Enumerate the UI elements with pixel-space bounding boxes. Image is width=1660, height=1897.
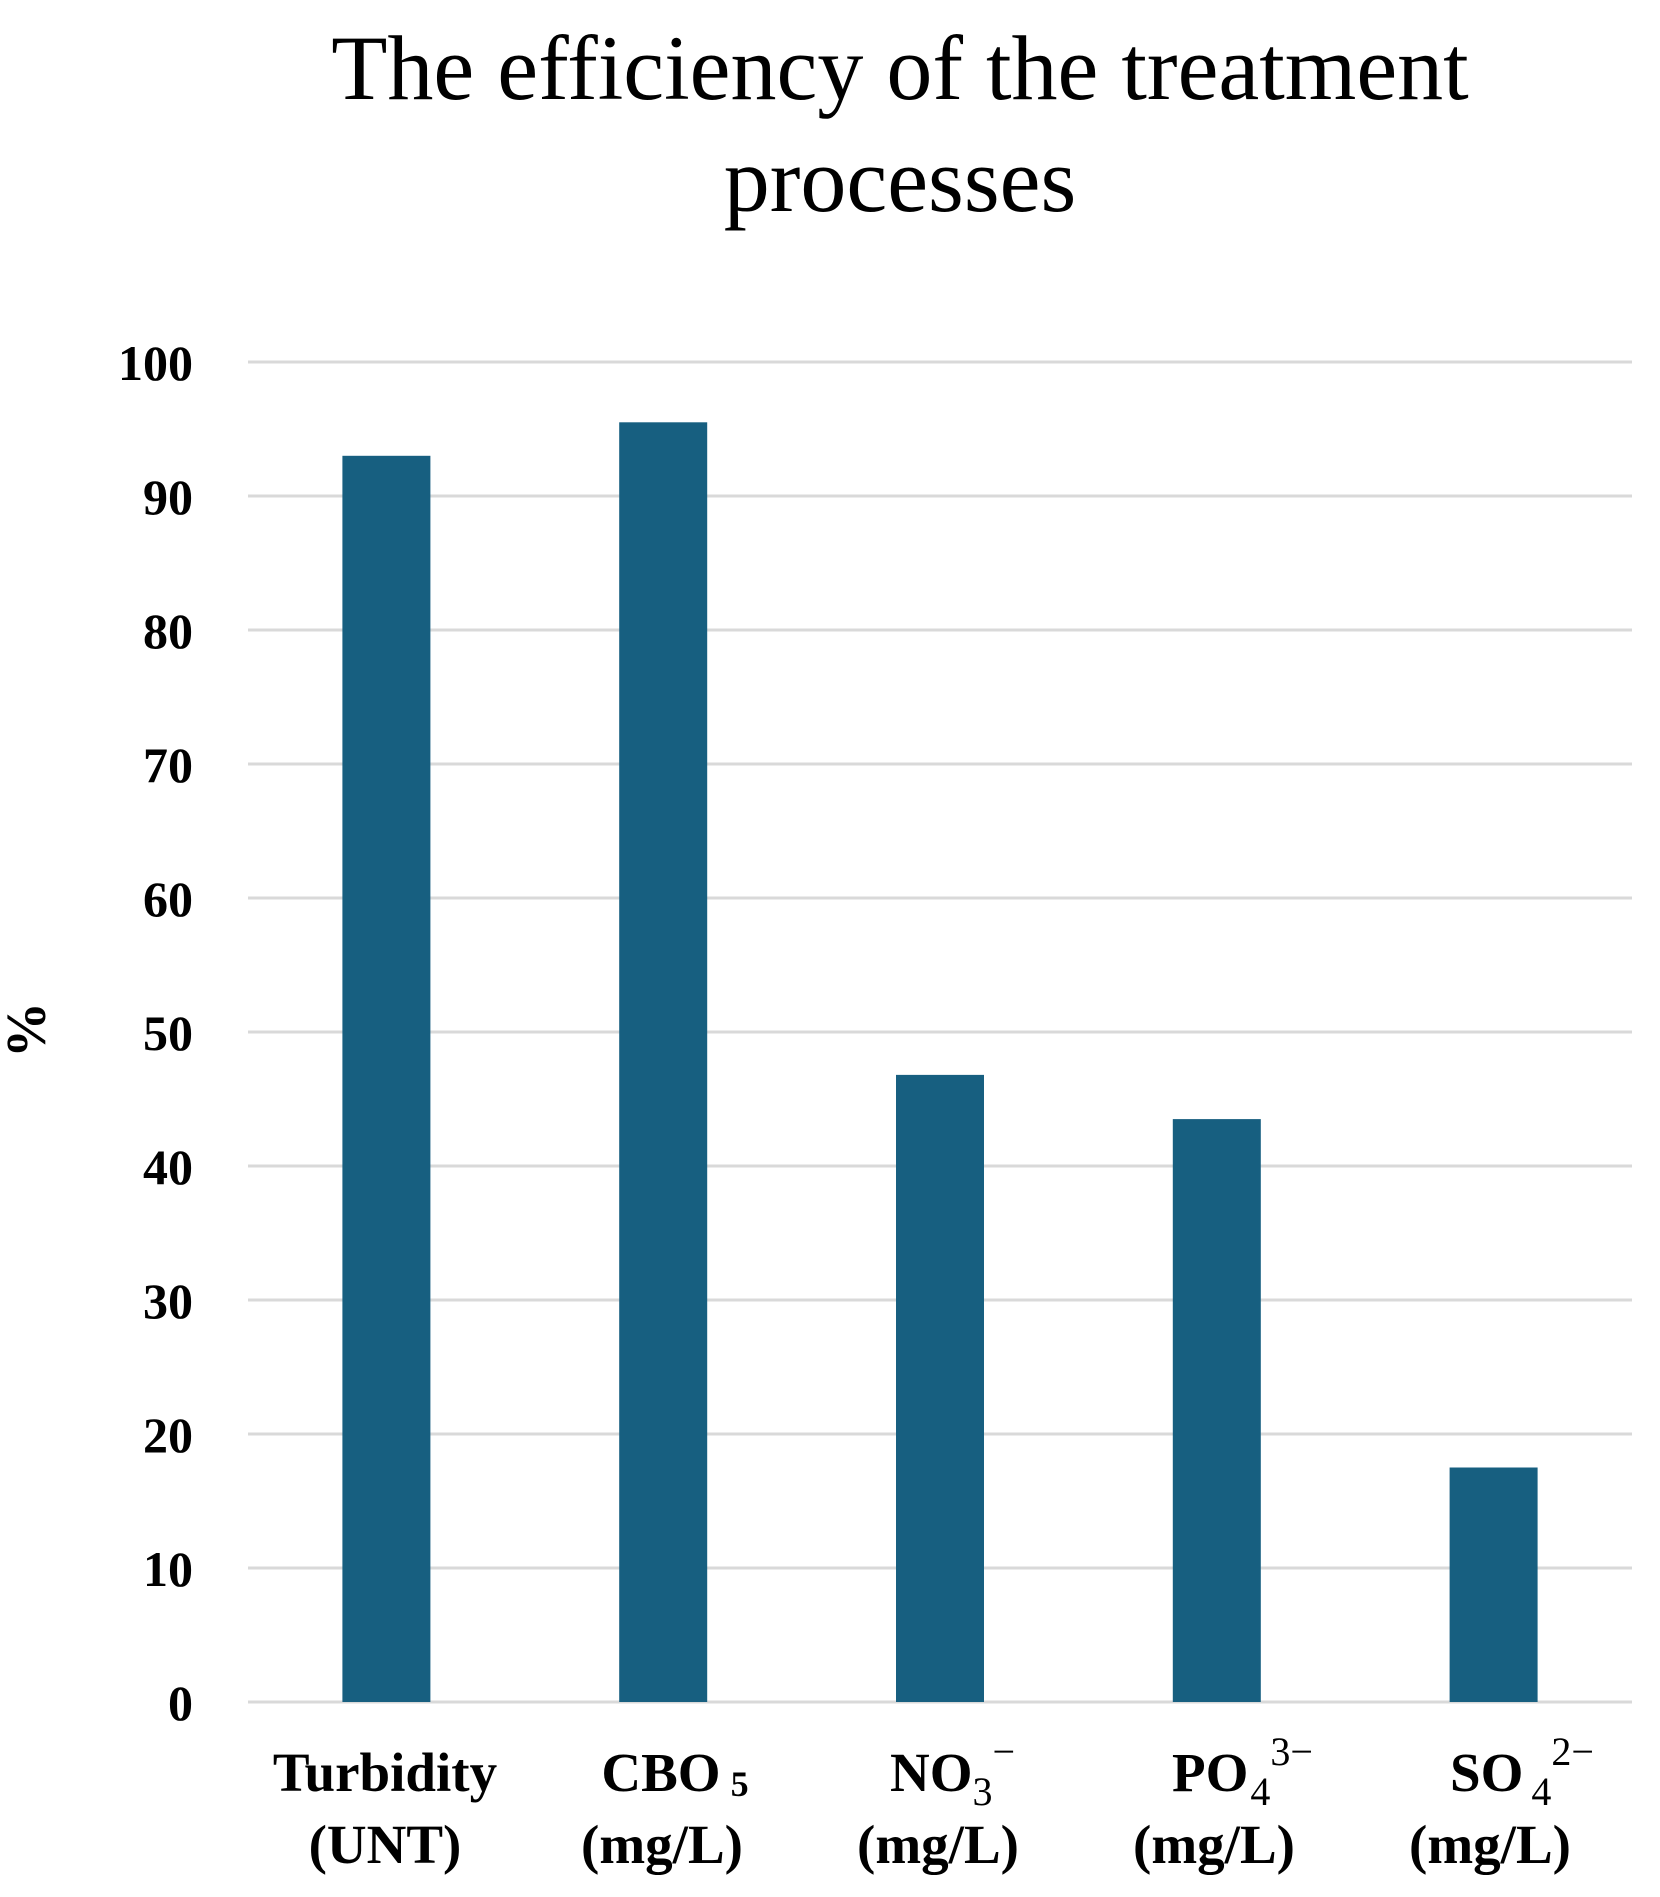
- bar-2: [619, 422, 708, 1702]
- y-tick-label-90: 90: [143, 469, 193, 525]
- x-axis-labels: Turbidity (UNT) CBO 5 (mg/L) NO3− (mg/L) …: [273, 1729, 1594, 1875]
- chart-title-line-2: processes: [723, 129, 1077, 231]
- x-label-no3-sub: 3: [973, 1769, 993, 1814]
- bar-3: [896, 1074, 984, 1702]
- y-tick-label-70: 70: [143, 737, 193, 793]
- y-tick-label-10: 10: [143, 1541, 193, 1597]
- y-tick-label-50: 50: [143, 1005, 193, 1061]
- x-label-so4-sup: 2−: [1551, 1729, 1594, 1774]
- x-label-cbo5-unit: (mg/L): [581, 1814, 743, 1875]
- x-label-no3: NO3−: [890, 1729, 1015, 1814]
- x-label-po4-sub: 4: [1250, 1769, 1270, 1814]
- y-tick-label-40: 40: [143, 1139, 193, 1195]
- y-tick-label-80: 80: [143, 603, 193, 659]
- x-label-po4-main: PO: [1172, 1742, 1248, 1803]
- bar-5: [1449, 1467, 1538, 1702]
- y-tick-label-100: 100: [118, 335, 193, 391]
- x-label-cbo5-main: CBO: [601, 1742, 720, 1803]
- x-label-turbidity-unit: (UNT): [309, 1814, 462, 1875]
- y-tick-label-20: 20: [143, 1407, 193, 1463]
- x-label-cbo5: CBO 5: [601, 1742, 748, 1804]
- x-label-no3-unit: (mg/L): [857, 1814, 1019, 1875]
- chart-title-line-1: The efficiency of the treatment: [331, 17, 1469, 119]
- x-label-po4: PO43−: [1172, 1729, 1313, 1814]
- y-tick-label-0: 0: [168, 1675, 193, 1731]
- x-label-po4-sup: 3−: [1270, 1729, 1313, 1774]
- x-label-so4-main: SO: [1450, 1742, 1523, 1803]
- bar-4: [1172, 1119, 1261, 1702]
- y-tick-label-30: 30: [143, 1273, 193, 1329]
- bars: [342, 422, 1538, 1702]
- y-axis-label: %: [0, 1002, 58, 1058]
- x-label-po4-unit: (mg/L): [1133, 1814, 1295, 1875]
- y-tick-label-60: 60: [143, 871, 193, 927]
- x-label-cbo5-sub: 5: [731, 1764, 749, 1804]
- gridlines: [248, 360, 1632, 1704]
- x-label-so4: SO 42−: [1450, 1729, 1594, 1814]
- bar-1: [342, 455, 431, 1702]
- y-axis-ticks: 0 10 20 30 40 50 60 70 80 90 100: [118, 335, 193, 1731]
- x-label-turbidity: Turbidity: [273, 1742, 497, 1803]
- x-label-no3-main: NO: [890, 1742, 973, 1803]
- chart-title: The efficiency of the treatment processe…: [300, 12, 1500, 236]
- x-label-so4-sub: 4: [1531, 1769, 1551, 1814]
- x-label-so4-unit: (mg/L): [1409, 1814, 1571, 1875]
- x-label-no3-sup: −: [993, 1729, 1016, 1774]
